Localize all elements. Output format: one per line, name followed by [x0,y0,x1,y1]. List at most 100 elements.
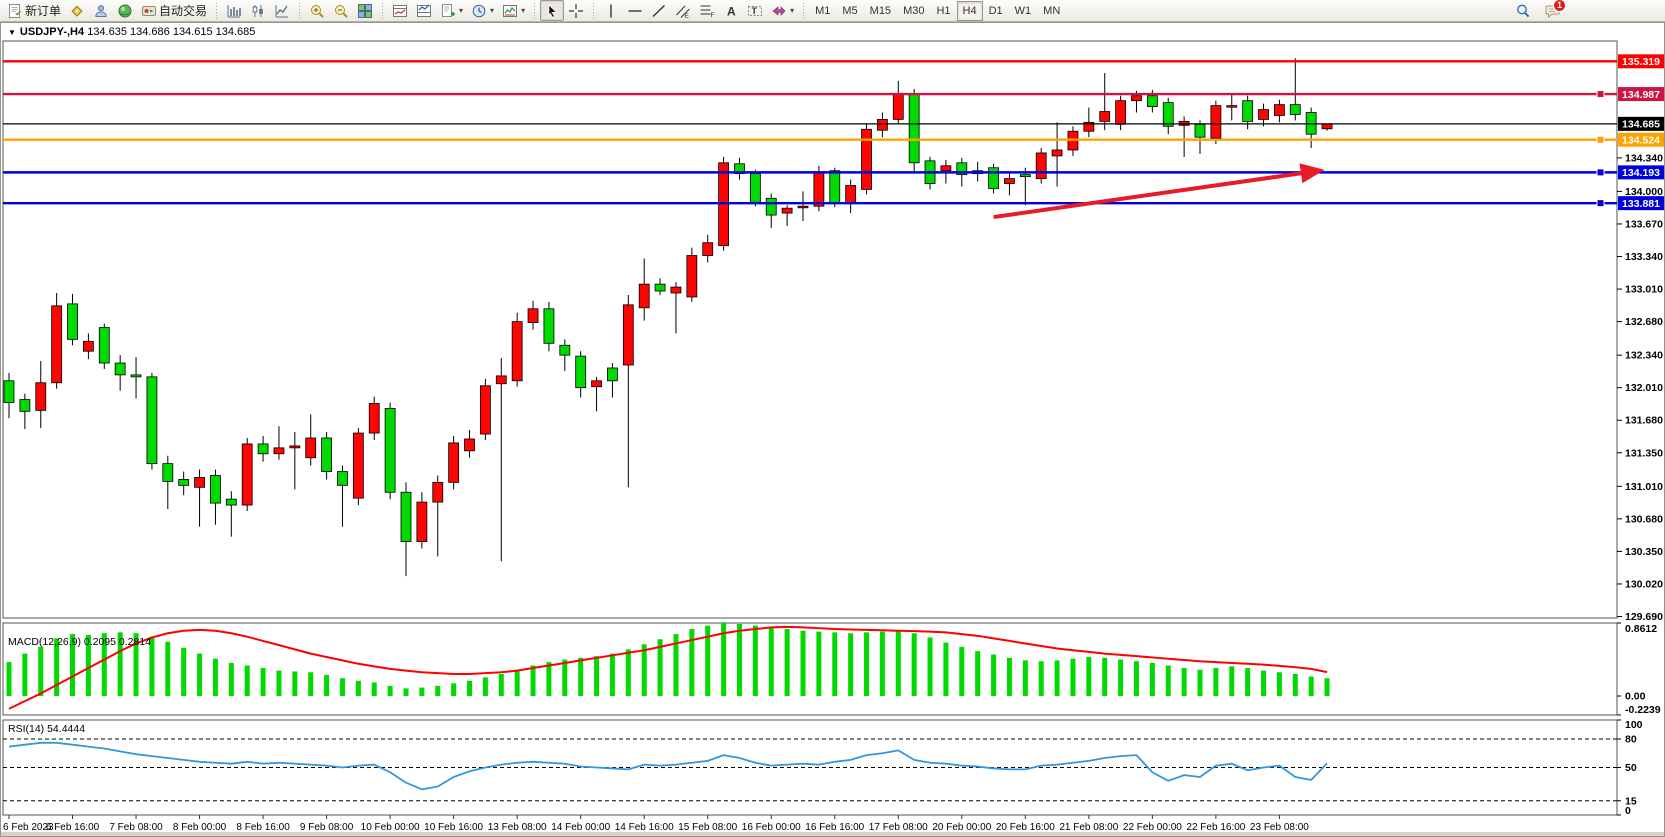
tiles-icon [357,3,373,19]
chevron-down-icon[interactable]: ▾ [490,6,495,15]
candle-down [654,283,666,292]
new-order-button[interactable]: 新订单 [3,0,65,21]
zoom-out-button[interactable] [329,0,353,21]
indicator-window-2-button[interactable] [412,0,436,21]
chart-window[interactable]: ▼ USDJPY-,H4 134.635 134.686 134.615 134.… [0,22,1665,837]
candle-up [813,171,825,207]
candle-up [1004,178,1015,184]
zoom-in-button[interactable] [305,0,329,21]
chart-wizard-button[interactable] [65,0,89,21]
macd-scale-label: 0.00 [1625,691,1646,703]
candle-up [622,304,634,366]
auto-trading-button[interactable]: 自动交易 [137,0,211,21]
candle-up [464,438,475,452]
timeframe-d1-button[interactable]: D1 [988,4,1003,17]
candle-up [1210,105,1222,139]
price-axis[interactable]: 134.340 134.000 133.670 133.340 133.010 132.6… [1617,152,1663,623]
indicator-window-button[interactable] [388,0,412,21]
chevron-down-icon[interactable]: ▾ [521,6,526,15]
hline-icon [627,3,643,19]
data-feed-button[interactable] [113,0,137,21]
macd-pane-content: MACD(12,26,9) 0.2095 0.2814 0.8612 0.00-0.… [6,622,1661,716]
candle-up [1099,111,1111,122]
candle-up [83,340,94,352]
vertical-line-button[interactable] [599,0,623,21]
candle-down [321,437,333,472]
candle-up [1274,104,1285,116]
candle-down [400,491,412,542]
price-line-label-bg [1618,196,1664,211]
text-label-button[interactable]: T [743,0,767,21]
candle-down [1019,174,1031,178]
line-handle[interactable] [1596,168,1605,177]
chevron-down-icon[interactable]: ▾ [790,6,795,15]
candle-up [845,185,857,204]
neworder-icon [7,3,23,19]
date-label: 17 Feb 08:00 [869,822,928,833]
line-chart-mode-button[interactable] [270,0,294,21]
arrows-button[interactable]: ▾ [767,0,798,21]
fibonacci-button[interactable]: F [695,0,719,21]
candles-group [3,58,1333,577]
date-label: 8 Feb 00:00 [173,822,227,833]
timeframe-mn-button[interactable]: MN [1043,4,1061,17]
toolbar-separator [296,2,304,19]
date-label: 16 Feb 00:00 [742,822,801,833]
templates-button[interactable]: ▾ [436,0,467,21]
date-label: 20 Feb 00:00 [932,822,991,833]
cursor-button[interactable] [540,0,565,21]
candlestick-mode-button[interactable] [246,0,270,21]
rsi-pane-content: RSI(14) 54.4444 100 80 50 150 [3,719,1643,817]
zoomin-icon [309,3,325,19]
candle-down [210,475,221,504]
svg-text:T: T [752,6,758,16]
timeframe-h1-button[interactable]: H1 [936,4,951,17]
candle-down [3,380,15,403]
timeframe-w1-button[interactable]: W1 [1014,4,1032,17]
line-handle[interactable] [1596,135,1605,144]
periods-button[interactable]: ▾ [467,0,498,21]
timeframe-m30-button[interactable]: M30 [903,4,925,17]
main-pane [2,40,1618,619]
timeframe-h4-button[interactable]: H4 [956,0,983,21]
date-label: 22 Feb 16:00 [1186,822,1245,833]
macd-pane [2,622,1618,716]
notifications-button[interactable]: 1 [1541,0,1566,21]
candle-down [765,197,777,216]
chart-profile-button[interactable]: ▾ [498,0,529,21]
horizontal-line-button[interactable] [623,0,647,21]
price-tick-label: 131.680 [1625,415,1663,427]
timeframe-m5-button[interactable]: M5 [842,4,858,17]
candle-down [749,173,761,203]
candle-down [1242,100,1254,122]
tile-windows-button[interactable] [353,0,377,21]
price-line-label-bg [1618,116,1664,131]
trend-icon [651,3,667,19]
timeframe-m15-button[interactable]: M15 [869,4,892,17]
crosshair-button[interactable] [564,0,588,21]
equidistant-channel-button[interactable]: E [671,0,695,21]
text-button[interactable]: A [719,0,743,21]
line-handle[interactable] [1596,90,1605,99]
search-button[interactable] [1511,0,1535,21]
candle-up [368,403,380,434]
timeframe-m1-button[interactable]: M1 [815,4,831,17]
line-handle[interactable] [1596,199,1605,208]
candle-up [702,242,714,256]
chevron-down-icon[interactable]: ▾ [459,6,464,15]
candle-down [607,367,618,382]
candle-up [670,286,682,294]
trend-arrow-annotation[interactable] [993,163,1325,220]
candle-up [861,128,872,190]
profiles-button[interactable] [89,0,113,21]
trendline-button[interactable] [647,0,671,21]
bar-chart-mode-button[interactable] [222,0,246,21]
chart-canvas[interactable]: 134.340 134.000 133.670 133.340 133.010 132.6… [1,23,1664,834]
date-label: 7 Feb 08:00 [109,822,163,833]
price-tick-label: 134.340 [1625,152,1663,164]
rsi-scale-label: 80 [1625,734,1637,746]
collapse-arrow-icon[interactable]: ▼ [8,28,16,37]
main-toolbar: 新订单 自动交易 ▾ ▾ ▾ E F A T ▾ M1 M5 M15 M30 H1 H4 D1 W1 MN 1 [0,0,1665,22]
date-label: 10 Feb 00:00 [361,822,420,833]
